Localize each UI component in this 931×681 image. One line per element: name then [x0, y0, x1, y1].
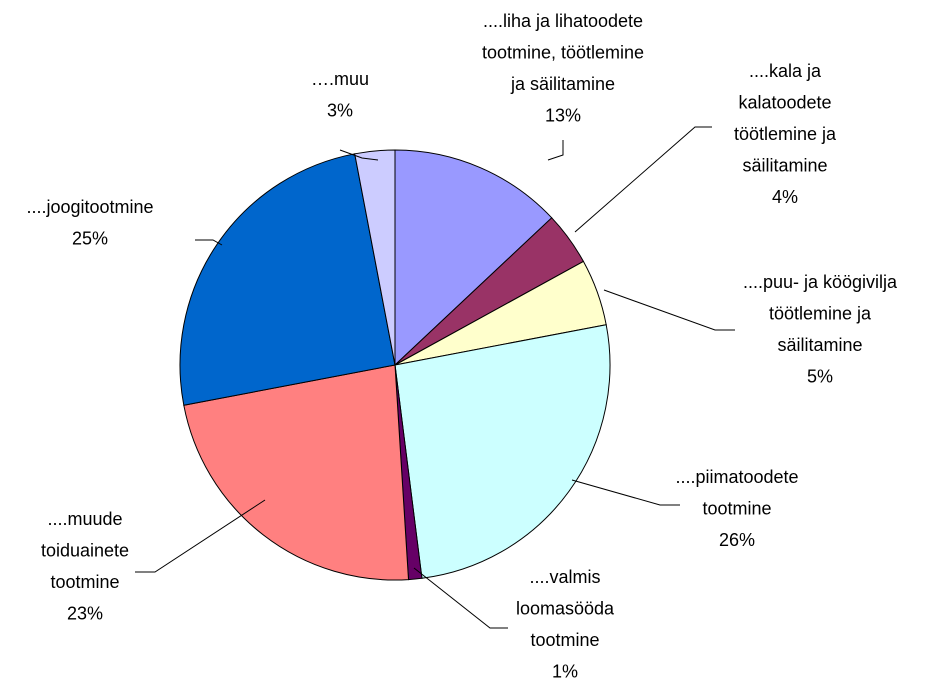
leader-line	[574, 126, 712, 233]
label-line: tootmine	[50, 572, 119, 592]
label-line: ....muude	[47, 509, 122, 529]
leader-line	[339, 149, 379, 161]
pie-slice	[394, 324, 611, 579]
slice-label: ....kala ja kalatoodete töötlemine ja säili…	[734, 61, 837, 176]
value-label: 13%	[545, 105, 581, 125]
label-line: loomasööda	[516, 598, 615, 618]
label-line: säilitamine	[777, 335, 862, 355]
pie-slice	[394, 149, 553, 367]
leader-line	[571, 479, 680, 506]
label-line: tootmine, töötlemine	[482, 42, 644, 62]
slice-label: ....muude toiduainete tootmine	[41, 509, 129, 592]
label-line: ja säilitamine	[510, 74, 615, 94]
leader-line	[135, 499, 266, 573]
slice-label: ....puu- ja köögivilja töötlemine ja säili…	[743, 272, 898, 355]
slice-label: ....liha ja lihatoodete tootmine, töötlem…	[482, 11, 644, 94]
value-label: 4%	[772, 187, 798, 207]
label-line: ....puu- ja köögivilja	[743, 272, 898, 292]
label-line: säilitamine	[742, 155, 827, 175]
pie-slice	[354, 149, 396, 366]
slice-label: ....joogitootmine	[26, 197, 153, 217]
label-line: ….muu	[311, 69, 369, 89]
leader-line	[603, 289, 735, 331]
label-line: töötlemine ja	[769, 303, 872, 323]
leader-line	[195, 239, 223, 246]
slice-label: ….muu	[311, 69, 369, 89]
value-label: 1%	[552, 661, 578, 681]
value-label: 23%	[67, 603, 103, 623]
label-line: ....piimatoodete	[675, 467, 798, 487]
value-label: 3%	[327, 100, 353, 120]
value-label: 25%	[72, 228, 108, 248]
label-line: ....joogitootmine	[26, 197, 153, 217]
label-line: töötlemine ja	[734, 124, 837, 144]
label-line: ....liha ja lihatoodete	[483, 11, 643, 31]
pie-slice	[179, 153, 396, 406]
slice-label: ....valmis loomasööda tootmine	[516, 567, 615, 650]
leader-line	[547, 140, 564, 161]
label-line: toiduainete	[41, 540, 129, 560]
label-line: tootmine	[702, 498, 771, 518]
pie-slice	[183, 364, 410, 581]
label-line: ....kala ja	[749, 61, 822, 81]
label-line: ....valmis	[529, 567, 600, 587]
value-label: 5%	[807, 366, 833, 386]
value-label: 26%	[719, 530, 755, 550]
leader-line	[413, 567, 508, 629]
label-line: tootmine	[530, 630, 599, 650]
slice-label: ....piimatoodete tootmine	[675, 467, 798, 519]
label-line: kalatoodete	[738, 92, 831, 112]
